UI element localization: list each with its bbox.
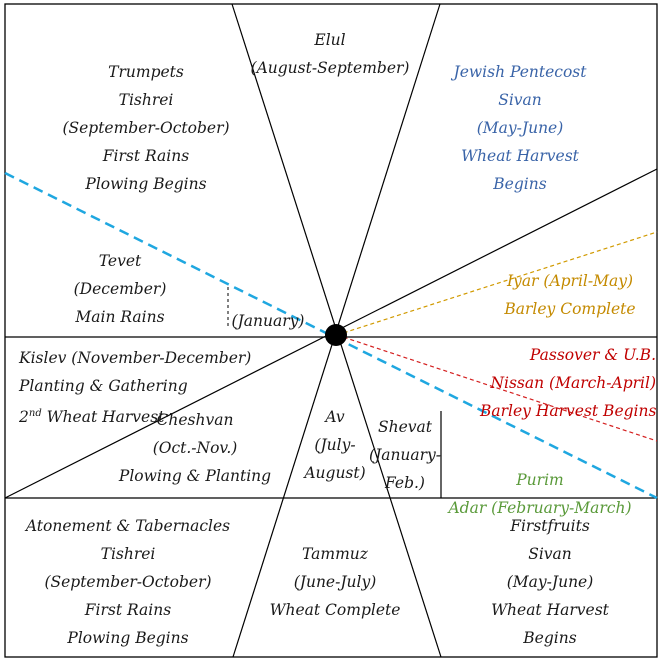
pentecost-feast: Jewish Pentecost <box>453 63 587 81</box>
kislev-harvest-ordinal: nd <box>28 408 42 419</box>
pentecost-month: Sivan <box>498 91 542 109</box>
blue-dashed-line <box>4 171 658 500</box>
kislev-harvest-number: 2 <box>19 408 29 427</box>
passover-feast: Passover & U.B. <box>529 346 656 364</box>
elul-name: Elul <box>314 31 346 49</box>
pentecost-months: (May-June) <box>476 119 564 137</box>
kislev-activity: Planting & Gathering <box>19 377 188 395</box>
elul-months: (August-September) <box>250 59 410 77</box>
trumpets-month: Tishrei <box>118 91 174 109</box>
gold-dashed-line <box>336 231 658 336</box>
firstfruits-feast: Firstfruits <box>510 517 590 535</box>
january-label: (January) <box>231 312 305 330</box>
purim-feast: Purim <box>516 471 564 489</box>
av-months-line2: August) <box>304 464 366 482</box>
trumpets-label: Trumpets Tishrei (September-October) Fir… <box>46 58 246 198</box>
tevet-name: Tevet <box>98 252 142 270</box>
iyar-harvest: Barley Complete <box>504 300 636 318</box>
atonement-feast: Atonement & Tabernacles <box>25 517 231 535</box>
trumpets-months: (September-October) <box>62 119 230 137</box>
firstfruits-begins: Begins <box>523 629 577 647</box>
tevet-label: Tevet (December) Main Rains <box>40 247 200 331</box>
atonement-months: (September-October) <box>44 573 212 591</box>
shevat-months-line2: Feb.) <box>385 474 425 492</box>
elul-label: Elul (August-September) <box>230 26 430 82</box>
tevet-month: (December) <box>73 280 167 298</box>
pentecost-begins: Begins <box>493 175 547 193</box>
shevat-label: Shevat (January- Feb.) <box>368 413 442 497</box>
trumpets-feast: Trumpets <box>108 63 184 81</box>
iyar-label: Iyar (April-May) Barley Complete <box>485 267 655 323</box>
cheshvan-label: Cheshvan (Oct.-Nov.) Plowing & Planting <box>115 406 275 490</box>
pentecost-label: Jewish Pentecost Sivan (May-June) Wheat … <box>420 58 620 198</box>
shevat-month: Shevat <box>377 418 432 436</box>
passover-label: Passover & U.B. Nissan (March-April) Bar… <box>480 341 656 425</box>
firstfruits-label: Firstfruits Sivan (May-June) Wheat Harve… <box>470 512 630 652</box>
atonement-season: First Rains <box>84 601 172 619</box>
firstfruits-month: Sivan <box>528 545 572 563</box>
tevet-season: Main Rains <box>75 308 165 326</box>
av-label: Av (July- August) <box>300 403 370 487</box>
atonement-label: Atonement & Tabernacles Tishrei (Septemb… <box>16 512 240 652</box>
trumpets-season: First Rains <box>102 147 190 165</box>
av-months-line1: (July- <box>314 436 356 454</box>
shevat-months-line1: (January- <box>368 446 442 464</box>
tammuz-month: Tammuz <box>302 545 368 563</box>
center-point <box>325 324 347 346</box>
atonement-month: Tishrei <box>100 545 156 563</box>
cheshvan-activity: Plowing & Planting <box>118 467 272 485</box>
kislev-harvest-text: Wheat Harvest <box>41 408 165 427</box>
passover-month: Nissan (March-April) <box>490 374 656 392</box>
tammuz-label: Tammuz (June-July) Wheat Complete <box>265 540 405 624</box>
red-dashed-line <box>336 334 658 442</box>
tammuz-harvest: Wheat Complete <box>269 601 401 619</box>
passover-harvest: Barley Harvest Begins <box>480 402 657 420</box>
kislev-month: Kislev (November-December) <box>19 349 252 367</box>
pentecost-harvest: Wheat Harvest <box>461 147 579 165</box>
atonement-activity: Plowing Begins <box>67 629 189 647</box>
kislev-harvest: 2nd Wheat Harvest <box>19 400 249 431</box>
iyar-month: Iyar (April-May) <box>506 272 634 290</box>
trumpets-activity: Plowing Begins <box>85 175 207 193</box>
av-month: Av <box>325 408 345 426</box>
purim-label: Purim Adar (February-March) <box>440 466 640 522</box>
cheshvan-months: (Oct.-Nov.) <box>152 439 238 457</box>
cheshvan-month: Cheshvan <box>156 411 234 429</box>
purim-month: Adar (February-March) <box>448 499 632 517</box>
kislev-label: Kislev (November-December) Planting & Ga… <box>19 344 252 431</box>
tammuz-months: (June-July) <box>293 573 377 591</box>
firstfruits-months: (May-June) <box>506 573 594 591</box>
firstfruits-harvest: Wheat Harvest <box>491 601 609 619</box>
outer-border <box>4 3 658 658</box>
